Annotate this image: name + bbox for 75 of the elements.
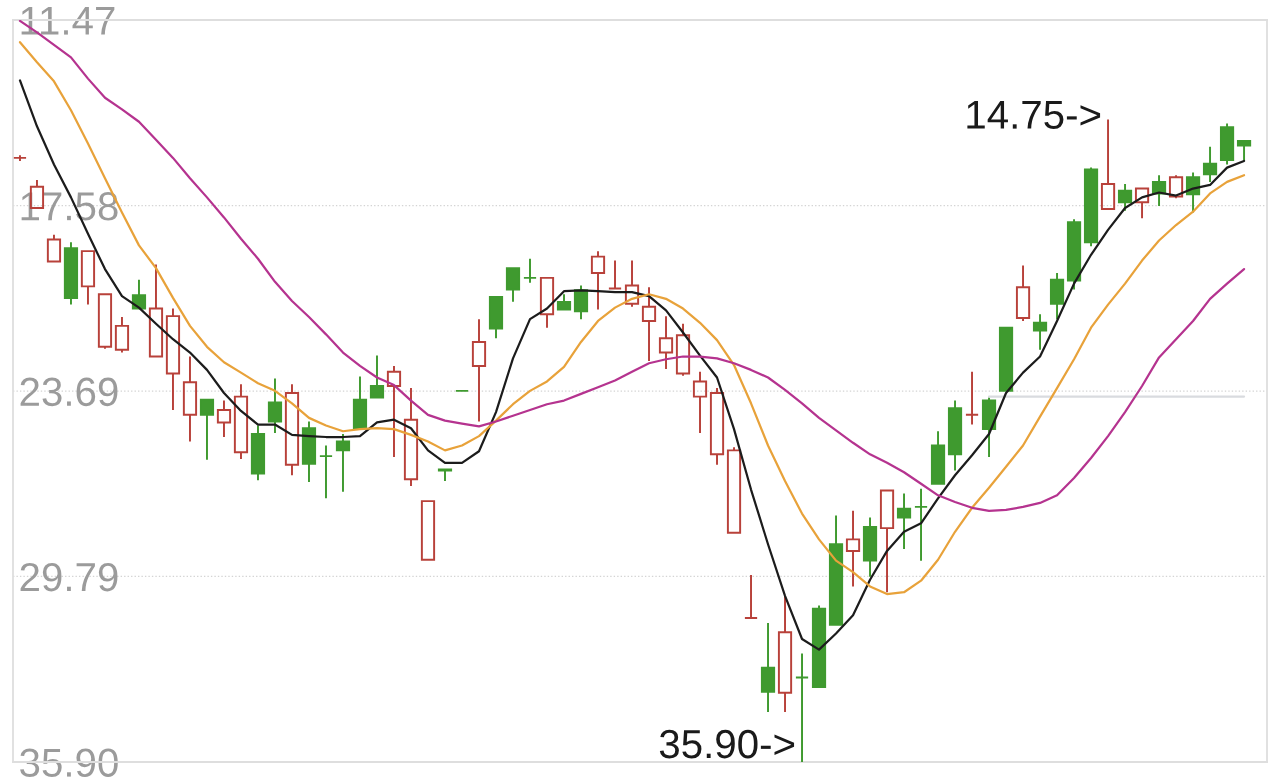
candlestick xyxy=(1134,187,1150,220)
candlestick xyxy=(675,322,691,377)
candlestick xyxy=(1049,272,1065,321)
candlestick xyxy=(1066,218,1082,291)
candlestick xyxy=(182,355,198,443)
candlestick xyxy=(573,284,589,321)
candlestick xyxy=(471,318,487,423)
candlestick xyxy=(1219,122,1235,166)
line-series xyxy=(18,79,1246,651)
candlestick xyxy=(250,424,266,482)
candlestick xyxy=(743,573,759,619)
candlestick xyxy=(352,375,368,430)
candlestick xyxy=(63,241,79,306)
candlestick xyxy=(505,267,521,303)
candlestick xyxy=(318,444,334,500)
candlestick xyxy=(369,354,385,399)
candlestick xyxy=(1083,166,1099,248)
candlestick xyxy=(930,430,946,485)
candlestick xyxy=(522,257,538,284)
candlestick xyxy=(46,233,62,263)
candlestick xyxy=(1151,174,1167,207)
candlestick xyxy=(794,652,810,762)
candlestick xyxy=(437,468,453,483)
annotation: 14.75-> xyxy=(967,100,1101,130)
candlestick xyxy=(709,387,725,466)
candlestick xyxy=(165,307,181,411)
candlestick xyxy=(964,370,980,426)
candlestick xyxy=(556,293,572,311)
candlestick xyxy=(641,286,657,363)
candlestick xyxy=(114,316,130,354)
candlestick xyxy=(879,489,895,594)
candlestick xyxy=(658,315,674,370)
candlestick xyxy=(420,500,436,561)
candlestick xyxy=(998,326,1014,392)
candlestick xyxy=(1202,145,1218,183)
candlestick xyxy=(981,396,997,459)
candlestick xyxy=(199,398,215,461)
candlestick xyxy=(403,387,419,487)
candlestick xyxy=(607,259,623,290)
candlestick xyxy=(1100,118,1116,210)
y-tick-label: 23.69 xyxy=(20,377,118,407)
candlestick xyxy=(692,370,708,435)
candlestick xyxy=(1015,264,1031,322)
candlestick xyxy=(1117,183,1133,212)
candlestick xyxy=(1032,313,1048,351)
candlestick xyxy=(97,293,113,350)
candlestick xyxy=(301,420,317,483)
candlestick xyxy=(335,433,351,493)
annotation: 35.90-> xyxy=(659,729,795,759)
candlestick xyxy=(726,446,742,534)
candlestick xyxy=(386,364,402,459)
candlestick xyxy=(811,604,827,688)
candlestick xyxy=(845,509,861,588)
candlestick xyxy=(13,154,28,162)
candlestick xyxy=(454,389,470,392)
candlestick xyxy=(828,514,844,626)
candlestick xyxy=(624,259,640,308)
candlestick xyxy=(760,621,776,713)
candlestick xyxy=(947,399,963,472)
candlestick xyxy=(284,383,300,477)
candlestick xyxy=(539,276,555,329)
candlestick xyxy=(862,516,878,578)
y-tick-label: 29.79 xyxy=(20,562,118,592)
candlestick xyxy=(913,487,929,562)
candlestick xyxy=(1236,139,1252,162)
candlestick xyxy=(590,250,606,311)
line-series xyxy=(18,41,1246,596)
candlestick xyxy=(80,250,96,306)
candlestick xyxy=(233,383,249,460)
candlestick xyxy=(216,399,232,438)
candlestick xyxy=(896,492,912,551)
candlestick xyxy=(148,263,164,358)
candlestick xyxy=(267,377,283,435)
candlestick xyxy=(1168,174,1184,200)
candlestick xyxy=(488,296,504,340)
